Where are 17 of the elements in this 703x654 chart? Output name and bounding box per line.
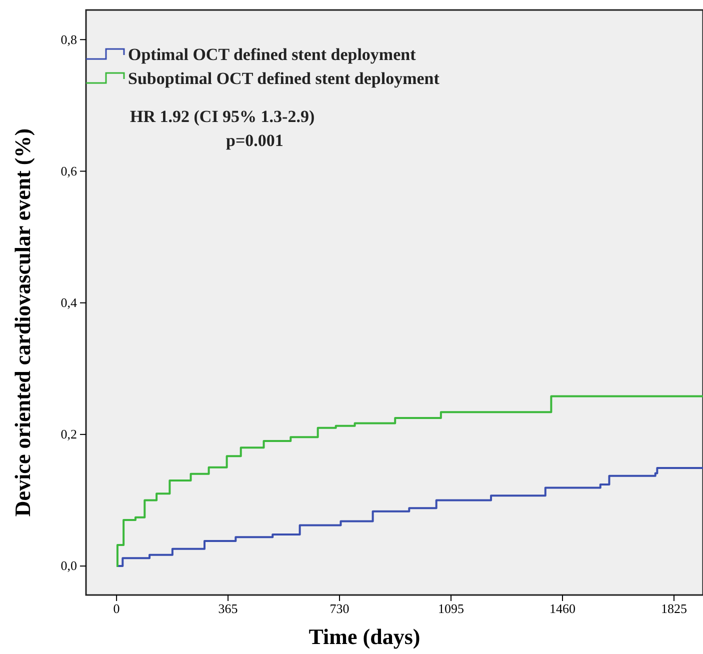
y-tick-label: 0,8	[60, 32, 77, 47]
legend-label: Optimal OCT defined stent deployment	[128, 45, 416, 64]
y-tick-label: 0,2	[60, 426, 77, 442]
y-tick-label: 0,6	[60, 163, 78, 178]
legend-label: Suboptimal OCT defined stent deployment	[128, 69, 440, 88]
x-tick-label: 1825	[660, 601, 687, 616]
x-tick-label: 1095	[438, 601, 464, 616]
x-axis-title: Time (days)	[308, 624, 420, 649]
x-tick-label: 365	[218, 601, 238, 616]
annotation: p=0.001	[226, 131, 284, 150]
x-tick-label: 1460	[549, 601, 576, 616]
y-tick-label: 0,4	[60, 294, 78, 310]
x-tick-label: 730	[330, 601, 350, 616]
y-axis-title: Device oriented cardiovascular event (%)	[10, 128, 35, 517]
y-tick-label: 0,0	[60, 558, 77, 574]
x-tick-label: 0	[113, 601, 120, 616]
annotation: HR 1.92 (CI 95% 1.3-2.9)	[130, 107, 315, 126]
